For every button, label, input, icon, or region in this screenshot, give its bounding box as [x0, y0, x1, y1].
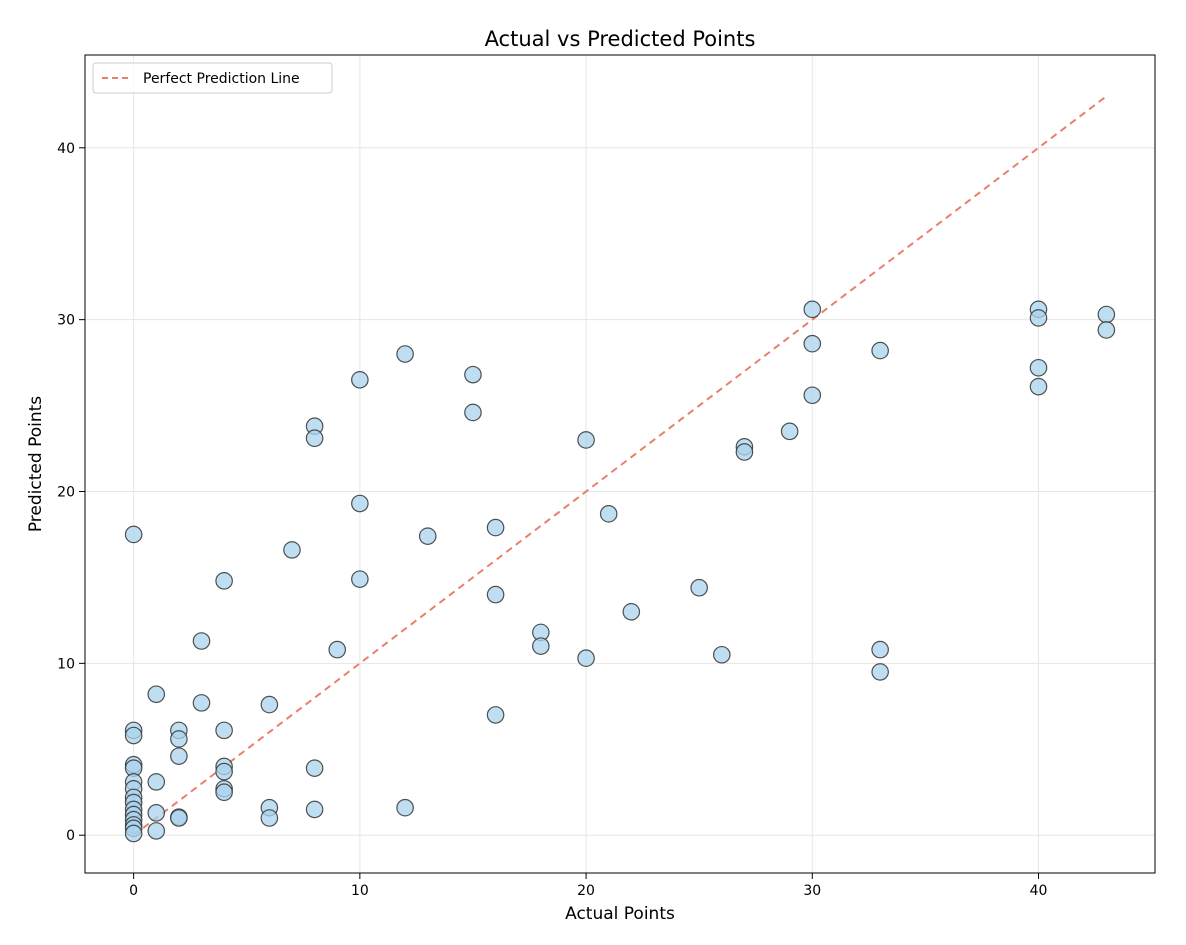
- data-point: [396, 345, 414, 363]
- data-point: [147, 773, 166, 791]
- ticks: 0 10 20 30 40 0 10 20 30 40: [57, 141, 1047, 899]
- data-point: [192, 694, 211, 712]
- y-tick-label: 40: [57, 141, 75, 157]
- data-point: [690, 578, 708, 597]
- legend: Perfect Prediction Line: [92, 62, 333, 94]
- x-tick-label: 30: [803, 883, 821, 899]
- data-point: [351, 370, 369, 389]
- x-tick-label: 20: [577, 883, 595, 899]
- y-axis-label: Predicted Points: [26, 396, 46, 532]
- data-point: [170, 730, 188, 748]
- data-point: [1029, 358, 1048, 377]
- data-point: [124, 525, 143, 544]
- chart-title: Actual vs Predicted Points: [485, 27, 756, 51]
- legend-box: [92, 62, 333, 94]
- data-point: [780, 422, 799, 441]
- data-point: [464, 365, 482, 384]
- data-point: [147, 685, 166, 704]
- x-tick-label: 10: [351, 883, 369, 899]
- data-point: [871, 341, 889, 360]
- y-tick-label: 20: [57, 484, 75, 500]
- data-point: [328, 640, 347, 659]
- data-point: [622, 602, 641, 621]
- data-point: [305, 429, 324, 448]
- grid: [85, 55, 1155, 873]
- data-point: [215, 721, 233, 740]
- data-point: [124, 726, 143, 745]
- data-point: [351, 570, 369, 588]
- data-point: [396, 798, 414, 817]
- data-point: [215, 762, 233, 781]
- data-point: [577, 431, 595, 449]
- data-point: [871, 663, 889, 681]
- x-tick-label: 0: [129, 883, 138, 899]
- y-tick-label: 0: [66, 828, 75, 844]
- data-point: [170, 809, 188, 827]
- data-point: [147, 804, 166, 822]
- data-point: [486, 585, 505, 604]
- data-point: [215, 572, 233, 590]
- y-tick-label: 30: [57, 313, 75, 329]
- data-point: [192, 632, 211, 650]
- data-point: [871, 640, 889, 659]
- data-point: [486, 706, 505, 724]
- data-point: [803, 334, 822, 353]
- data-point: [803, 386, 822, 405]
- data-point: [1029, 309, 1048, 327]
- plot-frame: [84, 54, 1156, 874]
- data-point: [577, 649, 595, 667]
- data-point: [283, 541, 301, 559]
- data-point: [124, 824, 143, 843]
- data-point: [735, 443, 754, 461]
- data-point: [305, 800, 324, 819]
- data-point: [215, 783, 233, 802]
- data-point: [170, 747, 188, 765]
- data-point: [147, 822, 166, 840]
- data-point: [803, 300, 822, 319]
- legend-entry: Perfect Prediction Line: [143, 71, 300, 87]
- points-layer: [124, 300, 1116, 843]
- x-axis-label: Actual Points: [565, 904, 675, 924]
- data-point: [260, 809, 279, 827]
- data-point: [532, 637, 550, 655]
- data-point: [305, 759, 324, 777]
- data-point: [1097, 305, 1116, 324]
- data-point: [351, 494, 369, 513]
- x-tick-label: 40: [1030, 883, 1048, 899]
- data-point: [1029, 377, 1048, 396]
- data-point: [486, 518, 505, 537]
- data-point: [464, 403, 482, 422]
- data-point: [599, 505, 618, 523]
- data-point: [260, 695, 279, 714]
- y-tick-label: 10: [57, 656, 75, 672]
- data-point: [712, 645, 731, 664]
- data-point: [418, 527, 437, 545]
- data-point: [1097, 321, 1116, 339]
